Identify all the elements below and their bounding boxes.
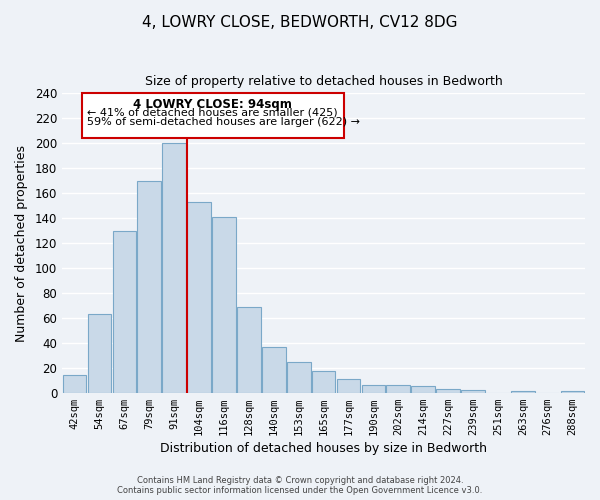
Text: 4 LOWRY CLOSE: 94sqm: 4 LOWRY CLOSE: 94sqm: [133, 98, 292, 112]
Text: Contains HM Land Registry data © Crown copyright and database right 2024.
Contai: Contains HM Land Registry data © Crown c…: [118, 476, 482, 495]
Bar: [312, 372, 335, 392]
Bar: [262, 346, 286, 393]
Bar: [113, 230, 136, 392]
Text: 59% of semi-detached houses are larger (622) →: 59% of semi-detached houses are larger (…: [87, 117, 360, 127]
Bar: [412, 386, 435, 392]
Bar: [436, 389, 460, 392]
Text: 4, LOWRY CLOSE, BEDWORTH, CV12 8DG: 4, LOWRY CLOSE, BEDWORTH, CV12 8DG: [142, 15, 458, 30]
Bar: [337, 379, 361, 392]
Bar: [163, 143, 186, 392]
FancyBboxPatch shape: [82, 94, 344, 138]
Bar: [386, 385, 410, 392]
Title: Size of property relative to detached houses in Bedworth: Size of property relative to detached ho…: [145, 75, 502, 88]
Bar: [287, 362, 311, 392]
Y-axis label: Number of detached properties: Number of detached properties: [15, 144, 28, 342]
Bar: [237, 306, 261, 392]
Bar: [63, 375, 86, 392]
Bar: [362, 385, 385, 392]
Bar: [212, 217, 236, 392]
X-axis label: Distribution of detached houses by size in Bedworth: Distribution of detached houses by size …: [160, 442, 487, 455]
Bar: [88, 314, 112, 392]
Bar: [187, 202, 211, 392]
Bar: [137, 180, 161, 392]
Text: ← 41% of detached houses are smaller (425): ← 41% of detached houses are smaller (42…: [87, 107, 338, 117]
Bar: [461, 390, 485, 392]
